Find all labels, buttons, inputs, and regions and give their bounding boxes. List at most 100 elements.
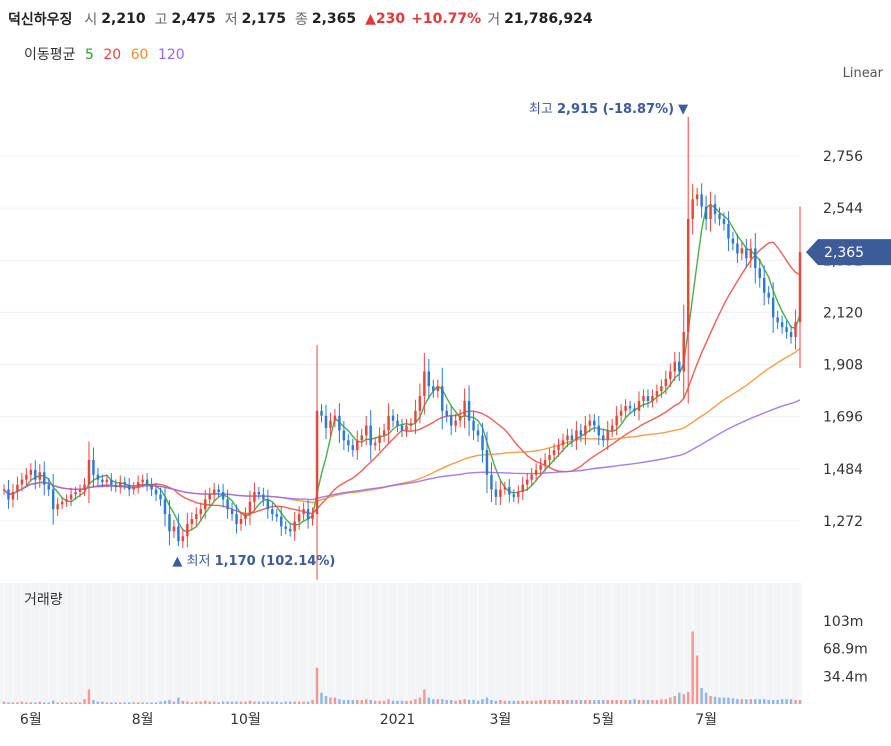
ma120-line — [3, 399, 801, 501]
volume-bar — [584, 699, 587, 704]
volume-bar — [713, 696, 717, 704]
candle-body — [449, 415, 453, 426]
candle-body — [293, 521, 296, 532]
candle-body — [150, 484, 153, 490]
stock-header: 덕신하우징 시 2,210 고 2,475 저 2,175 종 2,365 ▲2… — [8, 8, 602, 30]
volume-bar — [449, 699, 453, 704]
volume-bar — [740, 699, 744, 704]
candle-body — [602, 435, 605, 441]
volume-bar — [208, 701, 211, 704]
candle-body — [235, 514, 238, 524]
candle-body — [561, 440, 565, 446]
candle-body — [145, 479, 149, 485]
volume-bar — [239, 701, 243, 704]
candle-body — [767, 292, 770, 298]
candle-body — [199, 509, 202, 515]
volume-bar — [427, 697, 431, 704]
stock-name: 덕신하우징 — [8, 12, 73, 28]
candle-body — [597, 425, 600, 436]
volume-bar — [396, 700, 399, 704]
volume-bar — [150, 702, 153, 704]
candle-body — [655, 391, 659, 397]
candle-body — [266, 499, 270, 510]
volume-bar — [159, 701, 162, 704]
volume-bar — [145, 702, 149, 704]
min-price-annotation: ▲ 최저 1,170 (102.14%) — [172, 554, 335, 569]
volume-bar — [669, 697, 672, 704]
candle-body — [691, 199, 694, 219]
candle-body — [745, 248, 748, 259]
ma-legend-120[interactable]: 120 — [157, 47, 185, 63]
ma-legend-5[interactable]: 5 — [84, 47, 94, 63]
candle-body — [771, 297, 775, 318]
volume-bar — [101, 701, 104, 704]
volume-bar — [311, 699, 314, 704]
candle-body — [454, 420, 457, 426]
ma-legend-60[interactable]: 60 — [130, 47, 149, 63]
candle-body — [338, 415, 341, 431]
close-label: 종 — [294, 12, 308, 28]
volume-bar — [727, 697, 730, 704]
candle-body — [713, 204, 717, 215]
candle-body — [642, 396, 645, 401]
candle-body — [351, 445, 355, 451]
volume-bar — [686, 691, 690, 704]
volume-bar — [244, 701, 247, 704]
candle-body — [204, 499, 207, 510]
candle-body — [239, 519, 243, 524]
volume-bar — [320, 692, 323, 704]
volume-bar — [315, 667, 319, 704]
y-tick-label: 1,696 — [823, 410, 863, 426]
candle-body — [794, 322, 797, 338]
volume-bar — [508, 700, 511, 704]
volume-bar — [409, 700, 413, 704]
candle-body — [731, 238, 735, 244]
candle-body — [43, 472, 46, 485]
y-tick-label: 1,272 — [823, 514, 863, 530]
volume-bar — [485, 697, 489, 704]
ma-legend-20[interactable]: 20 — [103, 47, 122, 63]
candle-body — [65, 499, 68, 502]
close-value: 2,365 — [311, 11, 357, 27]
volume-bar — [275, 701, 279, 704]
volume-bar — [127, 702, 131, 704]
volume-bar — [11, 702, 15, 704]
candle-body — [382, 430, 386, 436]
candle-body — [543, 460, 547, 465]
candle-body — [476, 430, 480, 436]
candle-body — [423, 371, 426, 397]
candle-body — [695, 194, 699, 200]
volume-bar — [324, 695, 328, 704]
candle-body — [722, 218, 726, 224]
candle-body — [517, 491, 520, 497]
candle-body — [280, 516, 283, 527]
scale-mode-toggle[interactable]: Linear — [842, 66, 883, 81]
candle-body — [114, 484, 118, 488]
change-percent: +10.77% — [411, 11, 482, 27]
volume-bar — [646, 699, 650, 704]
volume-bar — [257, 701, 261, 704]
candle-body — [306, 509, 310, 520]
volume-label: 거 — [487, 12, 501, 28]
volume-bar — [141, 702, 144, 704]
volume-bar — [722, 697, 726, 704]
volume-bar — [60, 702, 64, 704]
candle-body — [754, 248, 757, 269]
candle-body — [172, 526, 176, 532]
candle-body — [208, 494, 211, 500]
candle-body — [163, 499, 167, 515]
volume-bar — [69, 702, 73, 704]
volume-bar — [168, 699, 171, 704]
volume-bar — [364, 699, 368, 704]
volume-bar — [445, 699, 448, 704]
volume-bar — [530, 700, 533, 704]
volume-bar — [414, 699, 417, 704]
candle-body — [74, 491, 77, 495]
volume-bar — [154, 702, 158, 704]
candle-body — [127, 484, 131, 490]
volume-bar — [105, 702, 109, 704]
candle-body — [584, 425, 587, 436]
volume-bar — [253, 701, 256, 704]
candle-body — [610, 425, 614, 431]
